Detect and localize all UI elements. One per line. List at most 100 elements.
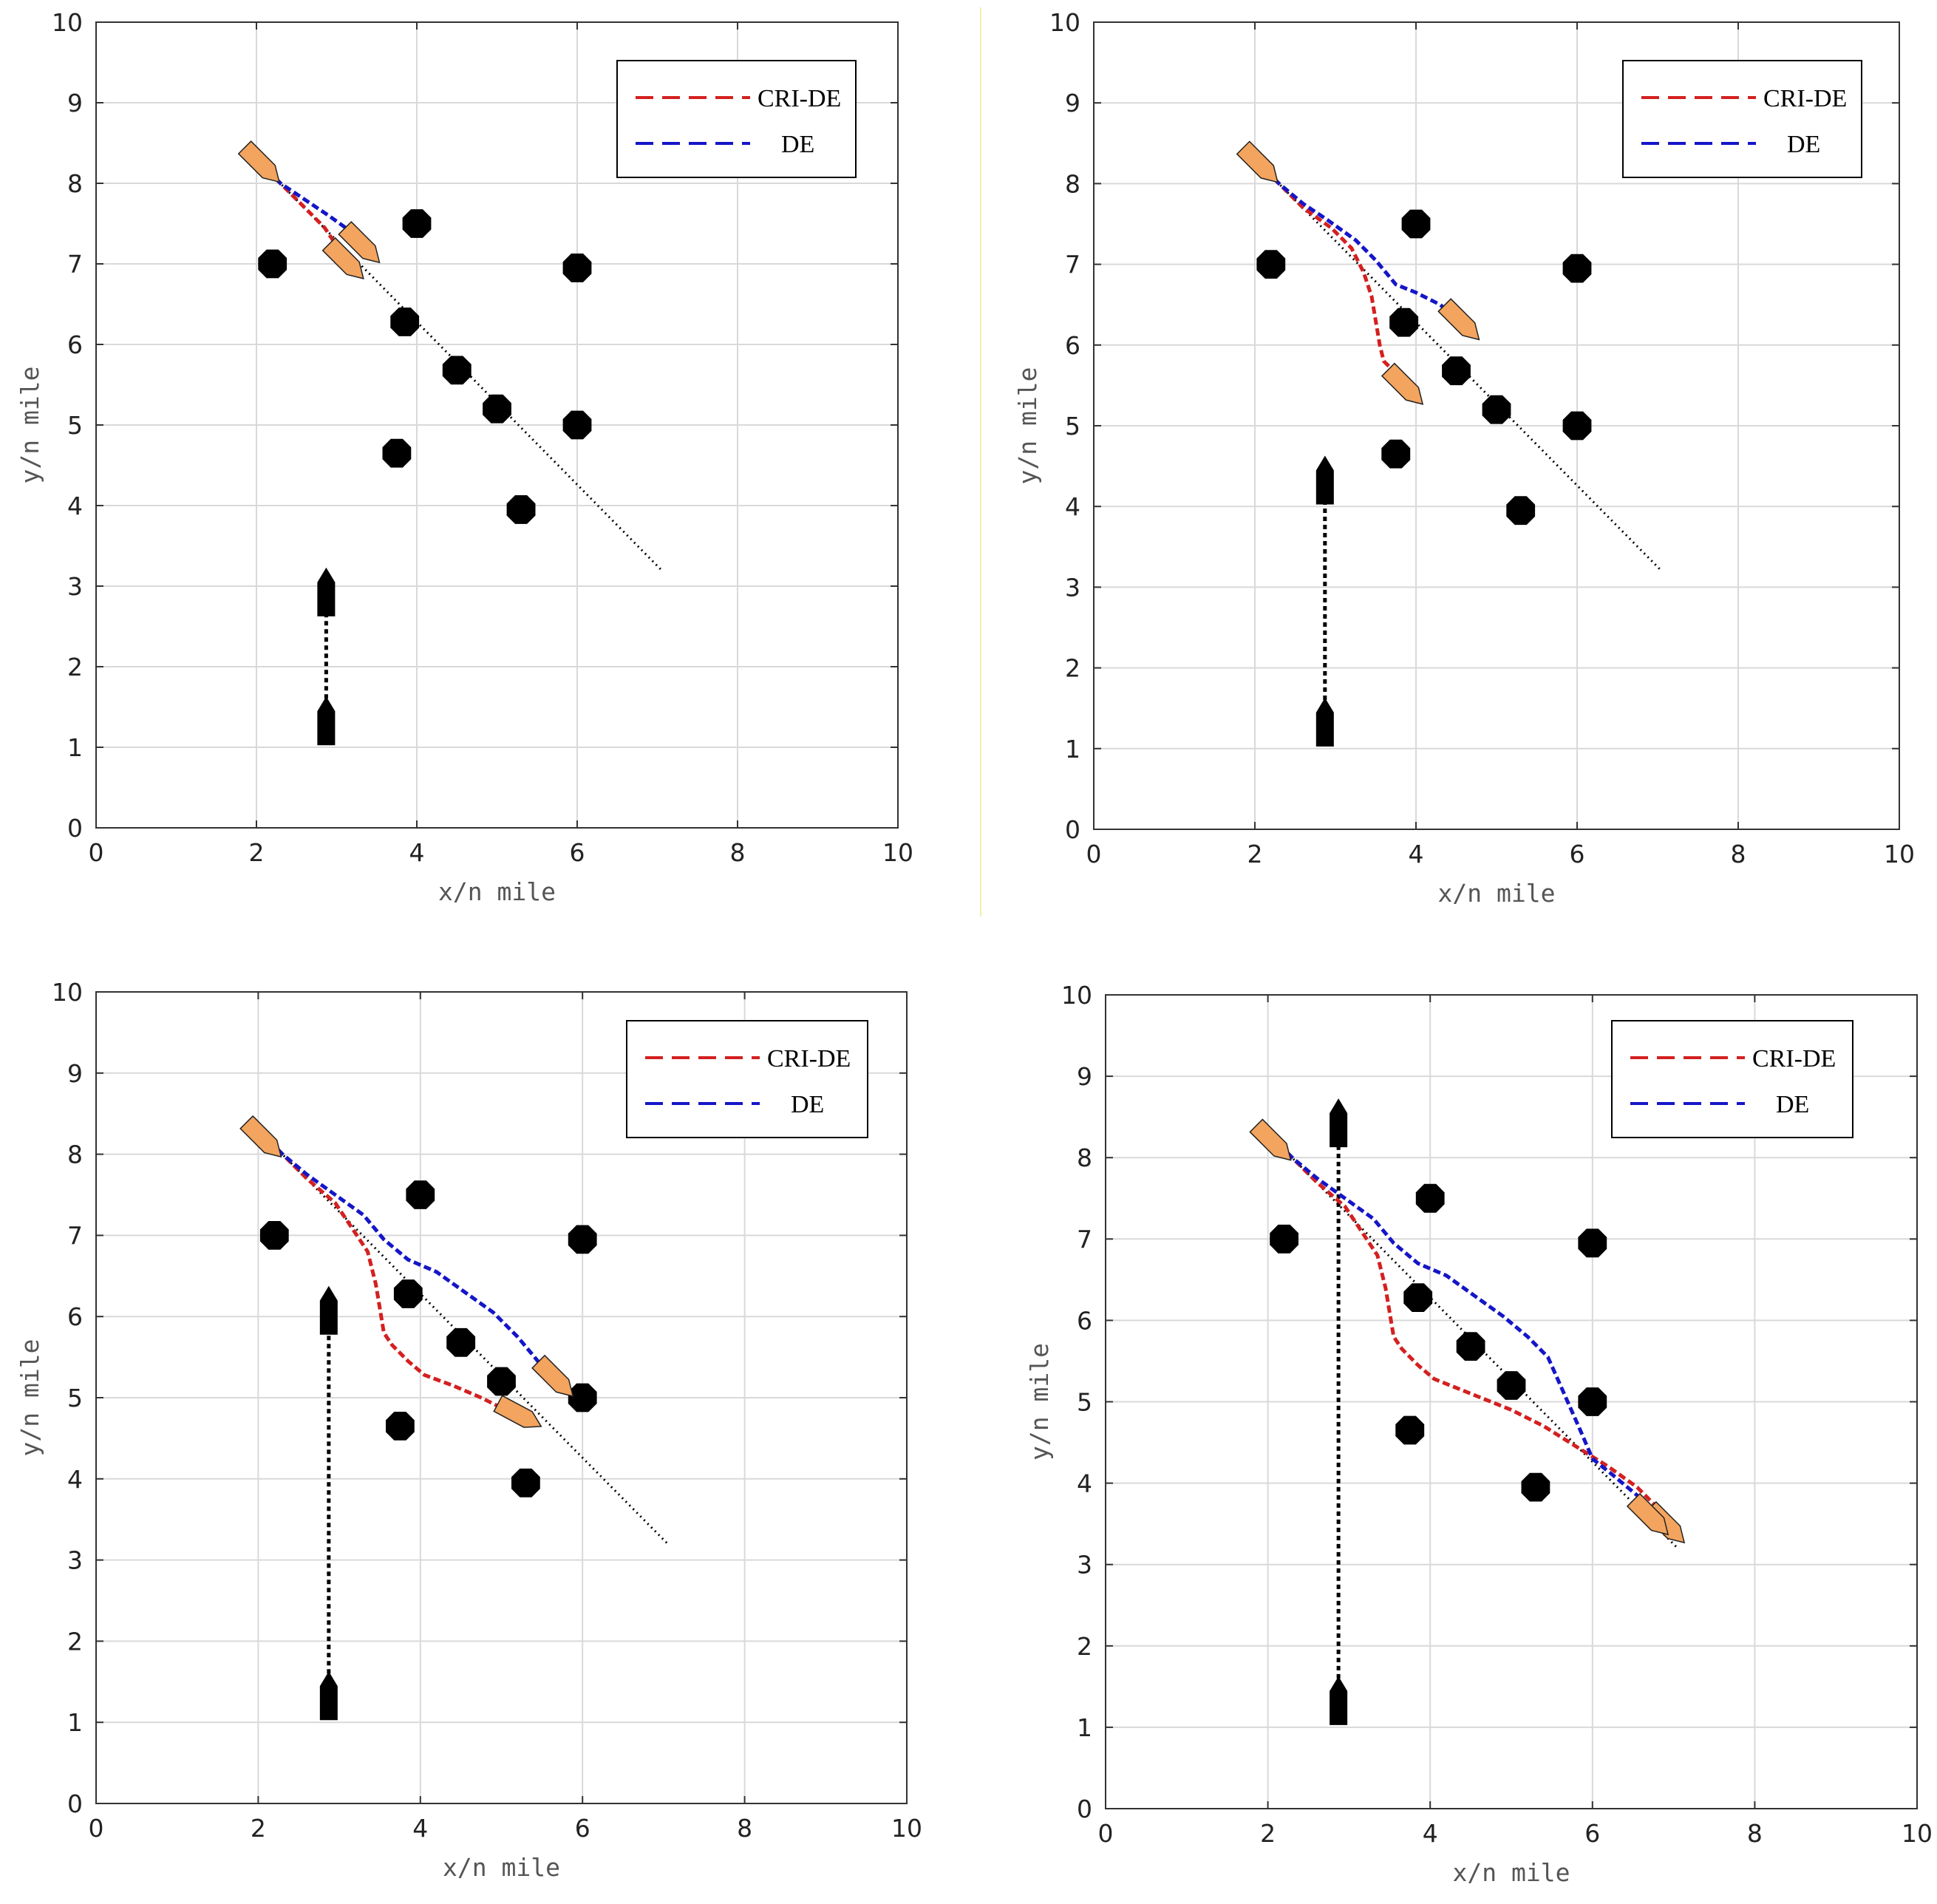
own-ship-marker xyxy=(239,1115,282,1158)
y-tick-label: 8 xyxy=(1065,169,1080,198)
obstacle-marker xyxy=(1403,1283,1433,1312)
y-tick-label: 0 xyxy=(67,1789,83,1818)
series-line-cri-de xyxy=(259,162,342,253)
legend-label-de: DE xyxy=(781,131,814,158)
y-tick-label: 2 xyxy=(67,1627,83,1656)
target-ship-marker xyxy=(1315,455,1334,505)
chart-panel-top-right: 0 2 4 6 8 10 0 1 2 3 4 5 6 7 8 9 10 x/n mile y/n mile CRI-D… xyxy=(1013,8,1915,908)
own-ship-marker xyxy=(1381,362,1424,405)
y-axis-label: y/n mile xyxy=(16,1339,44,1457)
legend-box xyxy=(1622,60,1862,178)
own-ship-marker xyxy=(1249,1118,1292,1161)
y-tick-label: 7 xyxy=(1077,1225,1092,1254)
obstacle-marker xyxy=(511,1468,540,1497)
legend-label-cri-de: CRI-DE xyxy=(758,85,841,112)
legend: CRI-DE DE xyxy=(626,1020,868,1138)
y-tick-label: 5 xyxy=(67,1384,83,1412)
x-tick-label: 0 xyxy=(89,1814,104,1843)
x-tick-label: 4 xyxy=(1409,840,1424,868)
x-tick-label: 2 xyxy=(251,1814,266,1843)
y-tick-label: 10 xyxy=(1049,8,1080,37)
obstacle-marker xyxy=(446,1327,476,1357)
y-tick-label: 3 xyxy=(1065,573,1080,602)
x-tick-label: 6 xyxy=(1584,1819,1600,1848)
obstacle-marker xyxy=(1456,1332,1485,1361)
obstacle-marker xyxy=(1521,1472,1550,1502)
y-tick-label: 8 xyxy=(67,1140,83,1169)
y-tick-label: 2 xyxy=(67,653,83,681)
legend-label-de: DE xyxy=(1776,1091,1809,1118)
series-line-cri-de xyxy=(1257,162,1406,387)
obstacle-marker xyxy=(393,1279,423,1308)
y-tick-label: 1 xyxy=(1077,1713,1092,1742)
obstacle-marker xyxy=(562,254,592,282)
obstacle-marker xyxy=(390,307,420,336)
obstacle-marker xyxy=(259,1221,289,1250)
x-tick-label: 2 xyxy=(1247,840,1263,868)
y-axis-label: y/n mile xyxy=(16,367,44,484)
x-tick-label: 10 xyxy=(1884,840,1915,868)
own-ship-marker xyxy=(493,1395,542,1428)
series-line-cri-de xyxy=(261,1132,527,1420)
series-line-de xyxy=(1257,162,1462,322)
chart-panel-bottom-left: 0 2 4 6 8 10 0 1 2 3 4 5 6 7 8 9 10 x/n mile y/n mile CRI-D… xyxy=(16,978,922,1882)
legend: CRI-DE DE xyxy=(616,60,857,178)
y-tick-label: 2 xyxy=(1077,1632,1092,1661)
obstacle-marker xyxy=(1381,439,1411,469)
y-tick-label: 4 xyxy=(67,492,83,520)
own-ship-marker xyxy=(321,237,364,280)
obstacle-marker xyxy=(483,394,511,424)
y-tick-label: 5 xyxy=(1077,1388,1092,1417)
series-line-de xyxy=(259,162,358,237)
x-tick-label: 0 xyxy=(1086,840,1102,868)
panel-divider xyxy=(980,7,981,917)
obstacle-marker xyxy=(402,209,432,238)
legend-label-cri-de: CRI-DE xyxy=(1763,85,1847,112)
x-tick-label: 2 xyxy=(1260,1819,1276,1848)
own-ship-marker xyxy=(338,220,381,264)
obstacle-marker xyxy=(1578,1387,1607,1416)
own-ship-marker xyxy=(237,140,280,183)
legend-label-de: DE xyxy=(1787,131,1820,158)
legend-label-cri-de: CRI-DE xyxy=(767,1045,851,1072)
x-tick-label: 6 xyxy=(570,838,585,867)
own-ship-marker xyxy=(1437,298,1480,341)
y-tick-label: 4 xyxy=(67,1465,83,1494)
target-ship-start-marker xyxy=(317,696,336,746)
own-ship-marker xyxy=(1626,1492,1669,1536)
legend: CRI-DE DE xyxy=(1622,60,1862,178)
obstacle-marker xyxy=(506,495,536,524)
y-tick-label: 0 xyxy=(1065,815,1080,844)
y-tick-label: 3 xyxy=(67,1546,83,1575)
x-tick-label: 4 xyxy=(409,838,425,867)
obstacle-marker xyxy=(442,356,472,385)
obstacle-marker xyxy=(487,1367,516,1396)
y-tick-label: 5 xyxy=(1065,412,1080,441)
series-line-de xyxy=(1270,1135,1675,1537)
y-tick-label: 3 xyxy=(67,572,83,601)
y-tick-label: 0 xyxy=(1077,1795,1092,1823)
obstacle-marker xyxy=(1270,1224,1298,1254)
target-ship-marker xyxy=(1330,1098,1348,1148)
chart-panel-bottom-right: 0 2 4 6 8 10 0 1 2 3 4 5 6 7 8 9 10 x/n mile y/n mile CRI-D… xyxy=(1025,981,1933,1887)
series-line-cri-de xyxy=(1270,1135,1675,1534)
obstacle-marker xyxy=(258,249,287,279)
y-tick-label: 6 xyxy=(67,1302,83,1331)
x-tick-label: 8 xyxy=(737,1814,752,1843)
chart-panel-top-left: 0 2 4 6 8 10 0 1 2 3 4 5 6 7 8 9 10 x/n mile y/n mile CRI-D… xyxy=(16,8,913,906)
y-tick-label: 2 xyxy=(1065,654,1080,683)
x-axis-label: x/n mile xyxy=(1438,879,1556,908)
obstacle-marker xyxy=(406,1180,435,1209)
legend-label-cri-de: CRI-DE xyxy=(1752,1045,1836,1072)
obstacle-marker xyxy=(1395,1415,1425,1445)
y-axis-label: y/n mile xyxy=(1013,367,1042,485)
obstacle-marker xyxy=(1442,356,1471,386)
y-tick-label: 1 xyxy=(1065,735,1080,764)
obstacle-marker xyxy=(386,1412,415,1441)
target-ship-marker xyxy=(319,1285,338,1335)
y-tick-label: 1 xyxy=(67,1708,83,1737)
obstacle-marker xyxy=(1389,307,1419,337)
y-tick-label: 6 xyxy=(1065,331,1080,360)
y-tick-label: 1 xyxy=(67,733,83,762)
planned-route-line xyxy=(1253,158,1663,572)
